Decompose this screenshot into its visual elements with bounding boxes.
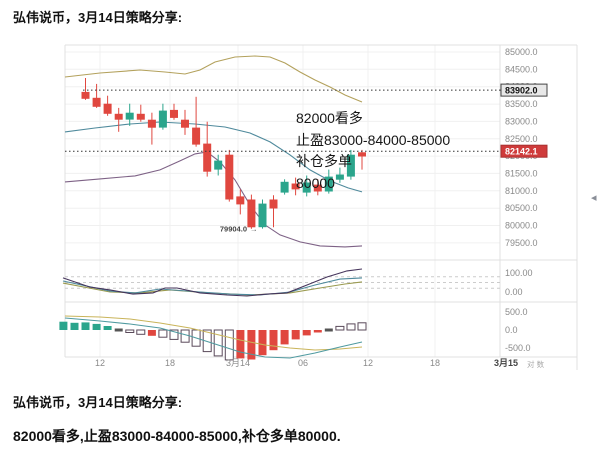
candle-body (302, 182, 311, 193)
resistance-price-box (500, 83, 548, 97)
macd-histogram-bar (346, 323, 356, 331)
kdj-tick-label: 100.00 (505, 268, 533, 278)
price-tick-label: 84500.0 (505, 64, 538, 74)
candle-body (114, 113, 123, 120)
macd-histogram-bar (158, 329, 168, 338)
log-scale-toggle[interactable]: 对 数 (527, 359, 545, 369)
candle-body (203, 143, 212, 172)
footer-strategy-title: 弘伟说币，3月14日策略分享: (13, 395, 183, 410)
macd-histogram-bar (136, 329, 146, 335)
macd-histogram-bar (125, 329, 135, 333)
price-tick-label: 81000.0 (505, 186, 538, 196)
macd-tick-label: 500.0 (505, 307, 528, 317)
candle-body (158, 110, 167, 128)
footer-strategy-text: 82000看多,止盈83000-84000-85000,补仓多单80000. (13, 428, 341, 444)
x-tick-label: 3月14 (226, 358, 250, 368)
kdj-tick-label: 0.00 (505, 287, 523, 297)
low-price-arrow-icon: → (250, 224, 258, 233)
kdj-j-line (62, 268, 363, 297)
macd-tick-label: -500.0 (505, 343, 531, 353)
macd-histogram-bar (169, 329, 179, 340)
price-tick-label: 81500.0 (505, 168, 538, 178)
macd-histogram-bar (70, 322, 79, 330)
last-price-box (500, 144, 548, 158)
candle-body (313, 184, 322, 192)
candle-body (92, 97, 101, 107)
candle-body (81, 91, 90, 99)
candle-body (170, 109, 178, 118)
macd-histogram-bar (103, 326, 112, 330)
macd-dif-line (64, 317, 363, 359)
panel-collapse-arrow-icon[interactable]: ◂ (591, 192, 597, 204)
macd-histogram-bar (280, 330, 289, 345)
annotation-line-1: 82000看多 (296, 110, 363, 126)
macd-histogram-bar (92, 323, 101, 330)
last-price-label: 82142.1 (505, 147, 538, 157)
annotation-line-2: 止盈83000-84000-85000 (296, 131, 451, 148)
candle-body (247, 199, 256, 228)
page-title: 弘伟说币，3月14日策略分享: (13, 10, 183, 25)
x-tick-label: 06 (298, 358, 308, 368)
macd-histogram-bar (335, 325, 345, 331)
candle-body (192, 127, 201, 145)
x-tick-label: 18 (165, 358, 175, 368)
candle-body (280, 181, 289, 193)
candle-body (258, 203, 267, 228)
price-tick-label: 83500.0 (505, 99, 538, 109)
macd-histogram-bar (269, 330, 278, 351)
candle-body (136, 113, 145, 120)
candle-body (125, 112, 134, 120)
candle-body (214, 160, 223, 170)
candle-body (103, 103, 112, 114)
axis-date-label: 3月15 (494, 358, 518, 368)
price-tick-label: 80000.0 (505, 221, 538, 231)
x-tick-label: 12 (363, 358, 373, 368)
macd-histogram-bar (291, 330, 300, 340)
candle-body (335, 174, 344, 180)
candle-body (236, 196, 245, 205)
x-tick-label: 12 (95, 358, 105, 368)
macd-histogram-bar (258, 330, 267, 356)
price-tick-label: 82500.0 (505, 134, 538, 144)
candle-body (269, 199, 278, 209)
candle-body (181, 119, 189, 128)
macd-histogram-bar (357, 322, 367, 331)
macd-histogram-bar (236, 330, 245, 359)
macd-histogram-bar (213, 329, 223, 357)
macd-histogram-bar (313, 330, 322, 333)
price-tick-label: 83000.0 (505, 116, 538, 126)
annotation-line-4: 80000 (296, 174, 335, 191)
price-tick-label: 80500.0 (505, 203, 538, 213)
resistance-price-label: 83902.0 (505, 86, 538, 96)
annotation-line-3: 补仓多单 (296, 153, 352, 169)
price-tick-label: 79500.0 (505, 238, 538, 248)
candle-body (324, 176, 333, 192)
low-price-label: 79904.0 (220, 224, 247, 233)
macd-histogram-bar (59, 321, 68, 330)
macd-histogram-bar (180, 329, 190, 343)
candle-body (225, 154, 234, 200)
candle-body (358, 152, 366, 157)
macd-dea-line (64, 315, 363, 351)
chart-annotation: 82000看多 止盈83000-84000-85000 补仓多单 80000 (296, 108, 450, 194)
macd-histogram-bar (324, 328, 333, 332)
macd-histogram-bar (247, 330, 256, 360)
price-tick-label: 85000.0 (505, 47, 538, 57)
candle-body (147, 119, 156, 128)
candlestick-chart[interactable]: 85000.084500.084000.083500.083000.082500… (0, 0, 600, 390)
macd-histogram-bar (114, 328, 123, 332)
macd-tick-label: 0.0 (505, 325, 518, 335)
candle-body (346, 154, 355, 177)
candle-body (291, 183, 300, 190)
x-tick-label: 18 (430, 358, 440, 368)
bollinger-upper-line (64, 55, 363, 103)
macd-histogram-bar (224, 329, 234, 361)
macd-histogram-bar (81, 322, 90, 330)
kdj-k-line (62, 277, 363, 296)
macd-histogram-bar (147, 330, 156, 336)
macd-histogram-bar (302, 330, 311, 336)
